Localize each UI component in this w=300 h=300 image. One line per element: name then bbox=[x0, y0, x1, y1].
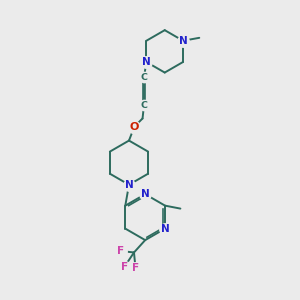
Text: C: C bbox=[141, 101, 147, 110]
Text: O: O bbox=[130, 122, 139, 132]
Text: N: N bbox=[142, 57, 151, 67]
Text: N: N bbox=[161, 224, 170, 234]
Text: C: C bbox=[141, 73, 147, 82]
Text: F: F bbox=[121, 262, 128, 272]
Text: F: F bbox=[132, 263, 139, 273]
Text: N: N bbox=[141, 189, 150, 199]
Text: N: N bbox=[179, 36, 188, 46]
Text: N: N bbox=[124, 180, 134, 190]
Text: F: F bbox=[117, 246, 124, 256]
